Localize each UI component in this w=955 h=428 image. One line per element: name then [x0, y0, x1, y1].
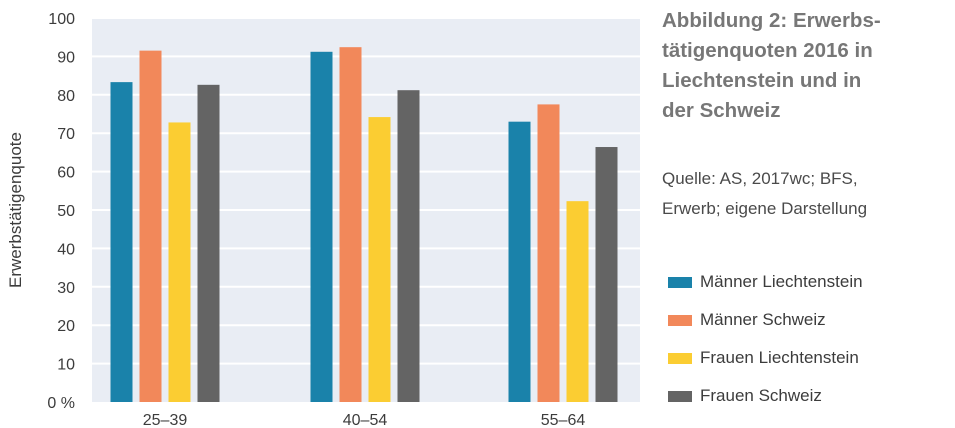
y-axis-ticks: 0 % 10 20 30 40 50 60 70 80 90 100 [47, 11, 75, 412]
x-axis-ticks: 25–39 40–54 55–64 [143, 412, 586, 428]
source-line: Quelle: AS, 2017wc; BFS, [662, 169, 858, 188]
bar [139, 50, 162, 402]
figure-title-line: Liechtenstein und in [662, 69, 862, 92]
legend-swatch [668, 352, 692, 364]
y-tick-label: 100 [48, 11, 75, 28]
bar [368, 117, 391, 403]
bar [110, 82, 133, 403]
figure-title: Abbildung 2: Erwerbs- tätigenquoten 2016… [662, 6, 952, 126]
bars [110, 47, 618, 403]
y-tick-label: 0 % [47, 395, 75, 412]
figure-title-line: tätigenquoten 2016 in [662, 39, 873, 62]
y-axis-title: Erwerbstätigenquote [6, 132, 25, 288]
y-tick-label: 30 [57, 280, 75, 297]
y-tick-label: 60 [57, 165, 75, 182]
bar-chart: 0 % 10 20 30 40 50 60 70 80 90 100 25–39 40–54 55–64… [6, 11, 640, 428]
x-tick-label: 55–64 [541, 412, 586, 428]
bar [310, 51, 333, 403]
y-tick-label: 20 [57, 318, 75, 335]
legend-item: Frauen Liechtenstein [668, 339, 863, 377]
legend-item: Männer Liechtenstein [668, 263, 863, 301]
legend-label: Männer Schweiz [700, 310, 826, 329]
legend-swatch [668, 314, 692, 326]
figure-title-line: Abbildung 2: Erwerbs- [662, 9, 881, 32]
y-tick-label: 10 [57, 357, 75, 374]
legend-label: Männer Liechtenstein [700, 272, 863, 291]
legend-swatch [668, 276, 692, 288]
legend-item: Männer Schweiz [668, 301, 863, 339]
bar [197, 84, 220, 402]
legend: Männer Liechtenstein Männer Schweiz Frau… [668, 263, 863, 415]
bar [339, 47, 362, 403]
legend-label: Frauen Schweiz [700, 386, 822, 405]
source-line: Erwerb; eigene Darstellung [662, 199, 868, 218]
x-tick-label: 40–54 [343, 412, 388, 428]
y-tick-label: 50 [57, 203, 75, 220]
legend-item: Frauen Schweiz [668, 377, 863, 415]
y-tick-label: 90 [57, 49, 75, 66]
x-tick-label: 25–39 [143, 412, 188, 428]
legend-label: Frauen Liechtenstein [700, 348, 859, 367]
bar [168, 122, 191, 402]
figure-title-line: der Schweiz [662, 99, 781, 122]
figure-source: Quelle: AS, 2017wc; BFS, Erwerb; eigene … [662, 164, 952, 224]
y-tick-label: 80 [57, 88, 75, 105]
bar [537, 104, 560, 403]
legend-swatch [668, 390, 692, 402]
bar [508, 121, 531, 403]
bar [595, 147, 618, 402]
bar [397, 90, 420, 402]
figure-caption: Abbildung 2: Erwerbs- tätigenquoten 2016… [662, 6, 952, 224]
bar [566, 201, 589, 402]
y-tick-label: 40 [57, 241, 75, 258]
y-tick-label: 70 [57, 126, 75, 143]
